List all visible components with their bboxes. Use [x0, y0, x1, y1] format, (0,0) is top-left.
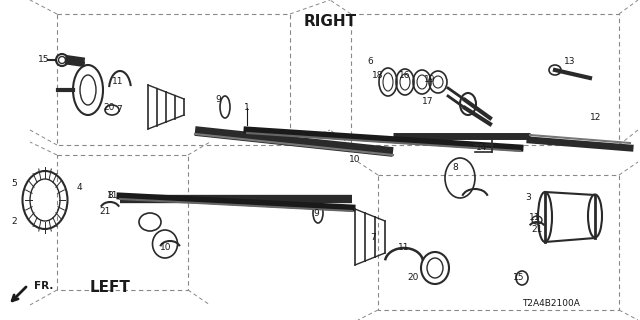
Text: 10: 10 [160, 244, 172, 252]
Text: 16: 16 [399, 71, 411, 81]
Text: 7: 7 [116, 106, 122, 115]
Text: 14: 14 [476, 143, 488, 153]
Text: 8: 8 [452, 164, 458, 172]
Text: T2A4B2100A: T2A4B2100A [522, 299, 580, 308]
Bar [351, 14, 619, 145]
Text: 9: 9 [215, 95, 221, 105]
Text: 20: 20 [407, 274, 419, 283]
Text: RIGHT: RIGHT [303, 14, 356, 29]
Text: 21: 21 [531, 226, 543, 235]
Text: 9: 9 [313, 209, 319, 218]
Text: 10: 10 [349, 156, 361, 164]
Bar [57, 155, 188, 290]
Text: 20: 20 [103, 103, 115, 113]
Bar [378, 175, 619, 310]
Text: 5: 5 [11, 179, 17, 188]
Text: 7: 7 [370, 234, 376, 243]
Text: 11: 11 [398, 244, 410, 252]
Text: 15: 15 [38, 55, 50, 65]
Text: 6: 6 [367, 58, 373, 67]
Text: 11: 11 [108, 191, 119, 201]
Text: 11: 11 [529, 213, 541, 222]
Text: 18: 18 [372, 71, 384, 81]
Text: 12: 12 [590, 114, 602, 123]
Text: 2: 2 [11, 218, 17, 227]
Text: 15: 15 [513, 274, 525, 283]
Text: 17: 17 [422, 98, 434, 107]
Text: 8: 8 [107, 191, 113, 201]
Bar [57, 14, 290, 145]
Text: 11: 11 [112, 77, 124, 86]
Text: 21: 21 [99, 207, 111, 217]
Text: 3: 3 [525, 194, 531, 203]
Text: FR.: FR. [34, 281, 53, 291]
Text: 13: 13 [564, 58, 576, 67]
Text: LEFT: LEFT [90, 281, 131, 295]
Text: 1: 1 [244, 103, 250, 113]
Text: 19: 19 [424, 76, 436, 84]
Text: 4: 4 [76, 183, 82, 193]
